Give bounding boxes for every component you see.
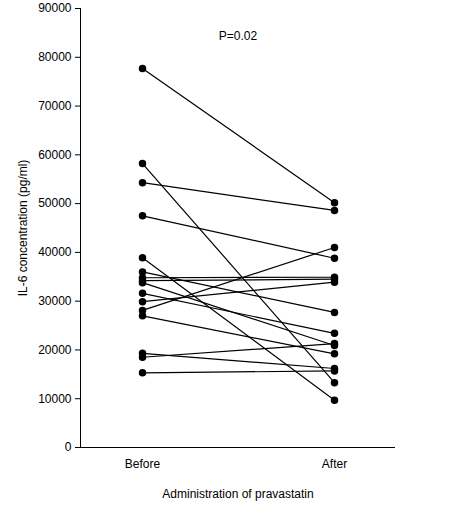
svg-text:50000: 50000 xyxy=(38,196,72,210)
svg-text:90000: 90000 xyxy=(38,1,72,15)
svg-text:60000: 60000 xyxy=(38,148,72,162)
svg-text:P=0.02: P=0.02 xyxy=(219,29,258,43)
svg-text:20000: 20000 xyxy=(38,343,72,357)
svg-text:Administration of pravastatin: Administration of pravastatin xyxy=(162,487,313,501)
svg-text:0: 0 xyxy=(65,440,72,454)
svg-text:After: After xyxy=(322,457,347,471)
svg-text:Before: Before xyxy=(125,457,161,471)
svg-text:30000: 30000 xyxy=(38,294,72,308)
svg-text:10000: 10000 xyxy=(38,392,72,406)
svg-text:70000: 70000 xyxy=(38,99,72,113)
svg-text:40000: 40000 xyxy=(38,245,72,259)
svg-text:80000: 80000 xyxy=(38,50,72,64)
svg-text:IL-6 concentration (pg/ml): IL-6 concentration (pg/ml) xyxy=(16,160,30,297)
